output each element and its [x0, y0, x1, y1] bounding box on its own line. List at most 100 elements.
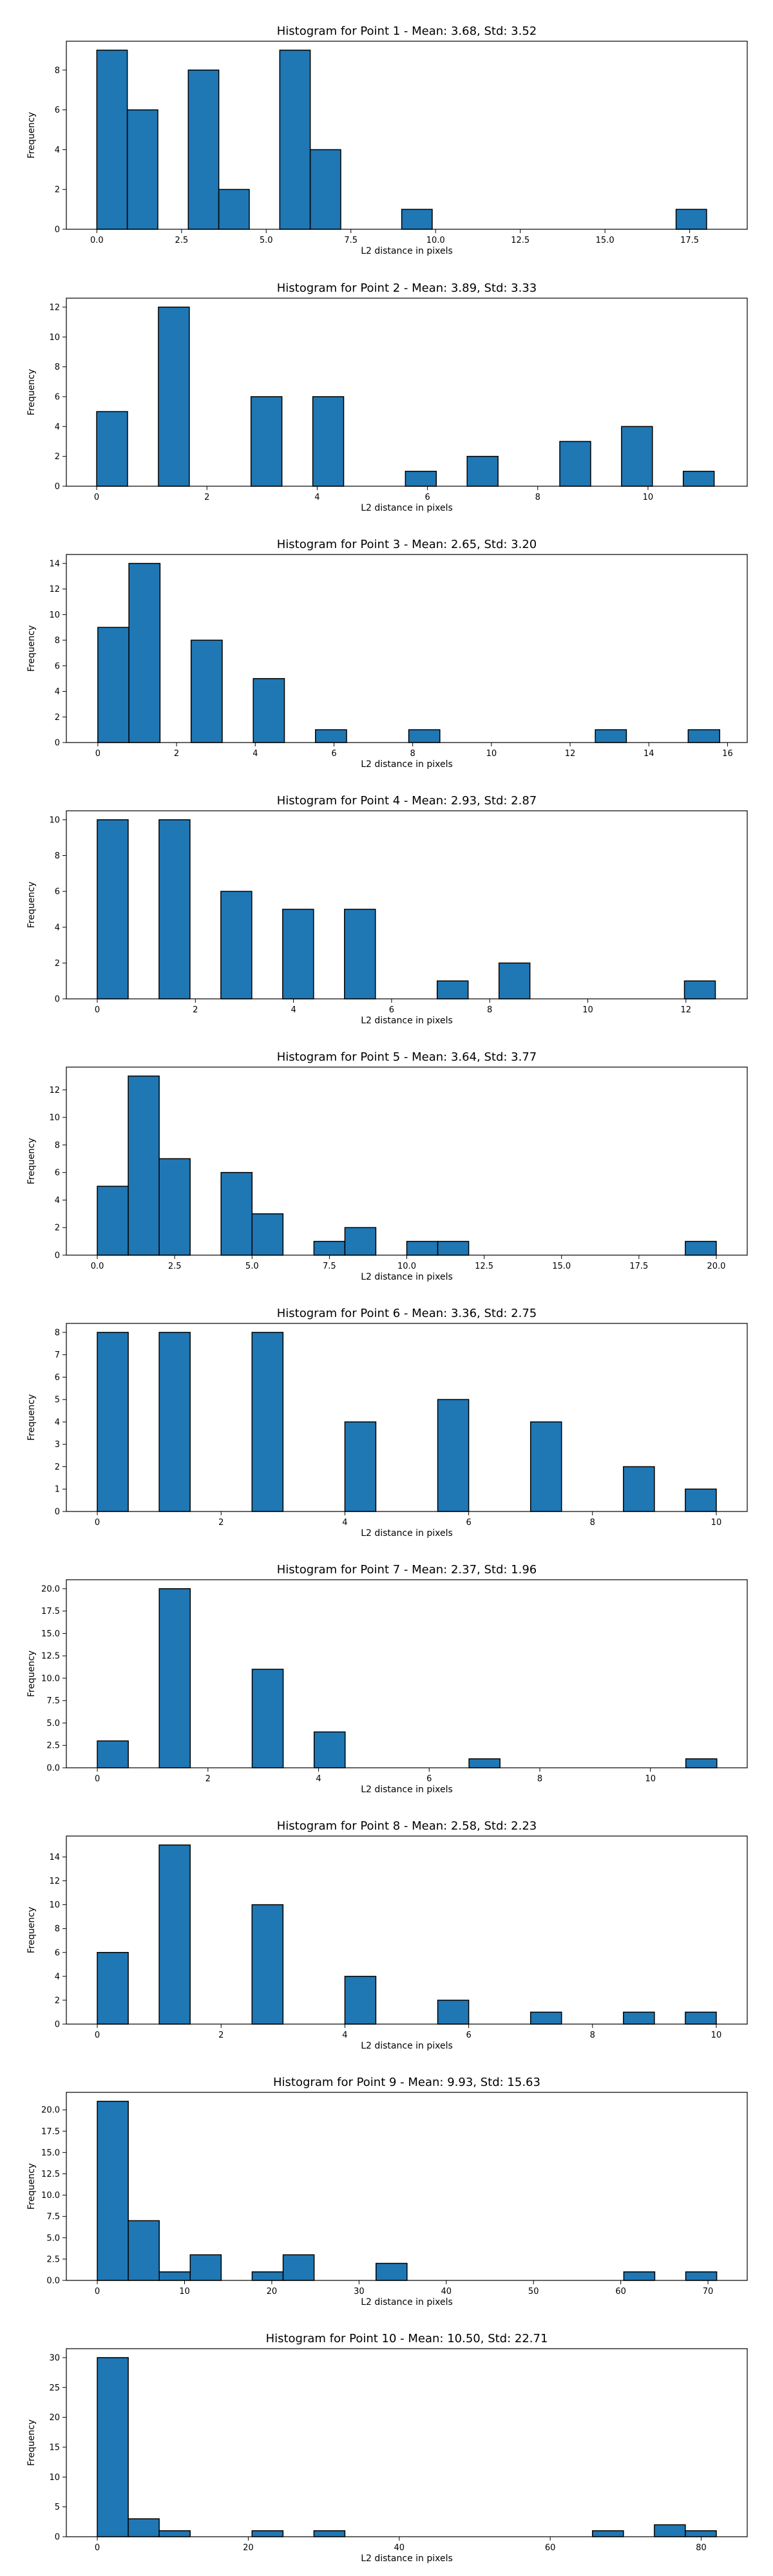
histogram-bar	[97, 1186, 129, 1256]
y-axis: 0 5 10 15 20 25 30	[49, 2353, 66, 2543]
x-axis: 0 2 4 6 8 10 12 14 16	[95, 743, 733, 759]
y-tick-label: 2	[55, 1996, 60, 2005]
chart-title: Histogram for Point 7 - Mean: 2.37, Std:…	[277, 1563, 537, 1577]
histogram-bar	[685, 1758, 718, 1768]
y-tick-label: 2	[55, 1463, 60, 1472]
y-tick-label: 7	[55, 1350, 60, 1360]
histogram-bar	[654, 2524, 686, 2537]
y-axis: 0 2 4 6 8 10 12 14	[49, 559, 66, 748]
y-axis: 0 2 4 6 8 10	[49, 815, 66, 1005]
chart-title: Histogram for Point 8 - Mean: 2.58, Std:…	[277, 1819, 537, 1833]
x-tick-label: 6	[466, 1518, 471, 1528]
histogram-bar	[128, 563, 161, 743]
histogram-bar	[344, 1976, 377, 2025]
y-tick-label: 10	[49, 1900, 60, 1910]
histogram-bar	[126, 109, 158, 230]
axes-frame	[66, 2348, 748, 2537]
x-tick-label: 30	[354, 2287, 365, 2297]
histogram-bar	[251, 2530, 284, 2537]
x-tick-label: 2	[204, 493, 209, 502]
histogram-bar	[685, 1488, 717, 1512]
x-tick-label: 8	[410, 749, 415, 759]
histogram-bar	[313, 2530, 346, 2537]
y-tick-label: 6	[55, 661, 60, 671]
y-tick-label: 4	[55, 1196, 60, 1206]
y-tick-label: 20.0	[41, 1584, 60, 1594]
x-tick-label: 0	[95, 2031, 100, 2040]
x-tick-label: 12	[681, 1005, 692, 1015]
x-tick-label: 0	[95, 1774, 100, 1784]
bars	[97, 2357, 717, 2537]
histogram-bar	[97, 1332, 129, 1512]
y-tick-label: 5.0	[46, 1719, 60, 1728]
y-tick-label: 4	[55, 1972, 60, 1982]
histogram-bar	[406, 1240, 439, 1256]
histogram-bar	[97, 627, 129, 743]
x-tick-label: 6	[389, 1005, 394, 1015]
x-axis: 0 2 4 6 8 10	[94, 486, 653, 502]
x-tick-label: 10	[486, 749, 497, 759]
histogram-bar	[466, 455, 499, 487]
y-tick-label: 17.5	[41, 2127, 60, 2137]
histogram-bar	[218, 189, 250, 230]
histogram-bar	[595, 729, 627, 743]
histogram-bar	[158, 1588, 191, 1768]
y-tick-label: 7.5	[46, 2212, 60, 2222]
histogram-bar	[97, 2357, 129, 2537]
histogram-bar	[401, 209, 433, 230]
histogram-bar	[623, 1466, 655, 1512]
y-tick-label: 8	[55, 1924, 60, 1934]
y-tick-label: 6	[55, 106, 60, 115]
y-tick-label: 2.5	[46, 2255, 60, 2264]
y-tick-label: 10	[49, 333, 60, 343]
x-tick-label: 0.0	[91, 1262, 104, 1271]
x-tick-label: 4	[291, 1005, 296, 1015]
x-axis-label: L2 distance in pixels	[361, 1528, 453, 1539]
y-tick-label: 6	[55, 887, 60, 897]
x-axis: 0 2 4 6 8 10 12	[95, 999, 691, 1015]
x-tick-label: 4	[253, 749, 258, 759]
x-axis: 0.0 2.5 5.0 7.5 10.0 12.5 15.0 17.5 20.0	[91, 1255, 725, 1271]
histogram-bar	[498, 962, 531, 999]
histogram-bar	[436, 980, 469, 999]
chart-title: Histogram for Point 3 - Mean: 2.65, Std:…	[277, 538, 537, 551]
y-tick-label: 0.0	[46, 2277, 60, 2286]
y-tick-label: 14	[49, 559, 60, 569]
x-tick-label: 20	[243, 2543, 254, 2553]
histogram-bar	[468, 1758, 501, 1768]
x-tick-label: 5.0	[260, 236, 273, 245]
histogram-bar	[685, 1240, 717, 1256]
bars	[97, 1844, 717, 2025]
y-tick-label: 4	[55, 1417, 60, 1427]
histogram-point-4: 0 2 4 6 8 10 12 0 2 4 6 8 10 Histogram for Point 4 - …	[26, 794, 748, 1026]
x-axis-label: L2 distance in pixels	[361, 1272, 453, 1282]
y-axis-label: Frequency	[26, 882, 37, 928]
x-tick-label: 0	[95, 2543, 100, 2553]
chart-title: Histogram for Point 5 - Mean: 3.64, Std:…	[277, 1050, 537, 1064]
histogram-bar	[530, 1421, 562, 1512]
y-axis-label: Frequency	[26, 1394, 37, 1441]
histogram-bar	[189, 2254, 222, 2281]
histogram-bar	[97, 1952, 129, 2025]
chart-title: Histogram for Point 9 - Mean: 9.93, Std:…	[273, 2076, 540, 2089]
x-tick-label: 10.0	[426, 236, 445, 245]
y-tick-label: 2	[55, 713, 60, 723]
x-tick-label: 0	[95, 1518, 100, 1528]
y-axis: 0.0 2.5 5.0 7.5 10.0 12.5 15.0 17.5 20.0	[41, 1584, 66, 1774]
axes-frame	[66, 1579, 748, 1768]
histogram-bar	[282, 2254, 315, 2281]
y-tick-label: 10	[49, 815, 60, 825]
x-tick-label: 0	[95, 2287, 100, 2297]
histogram-point-3: 0 2 4 6 8 10 12 14 16 0 2 4 6 8 10 12 14 Histogram for Po…	[26, 538, 748, 770]
histogram-bar	[437, 1399, 470, 1512]
y-tick-label: 0.0	[46, 1764, 60, 1774]
histogram-bar	[437, 1240, 470, 1256]
y-tick-label: 14	[49, 1853, 60, 1862]
x-tick-label: 6	[331, 749, 336, 759]
x-tick-label: 80	[696, 2543, 707, 2553]
x-tick-label: 16	[722, 749, 733, 759]
histogram-bar	[158, 819, 191, 999]
x-axis-label: L2 distance in pixels	[361, 503, 453, 513]
y-tick-label: 1	[55, 1485, 60, 1495]
